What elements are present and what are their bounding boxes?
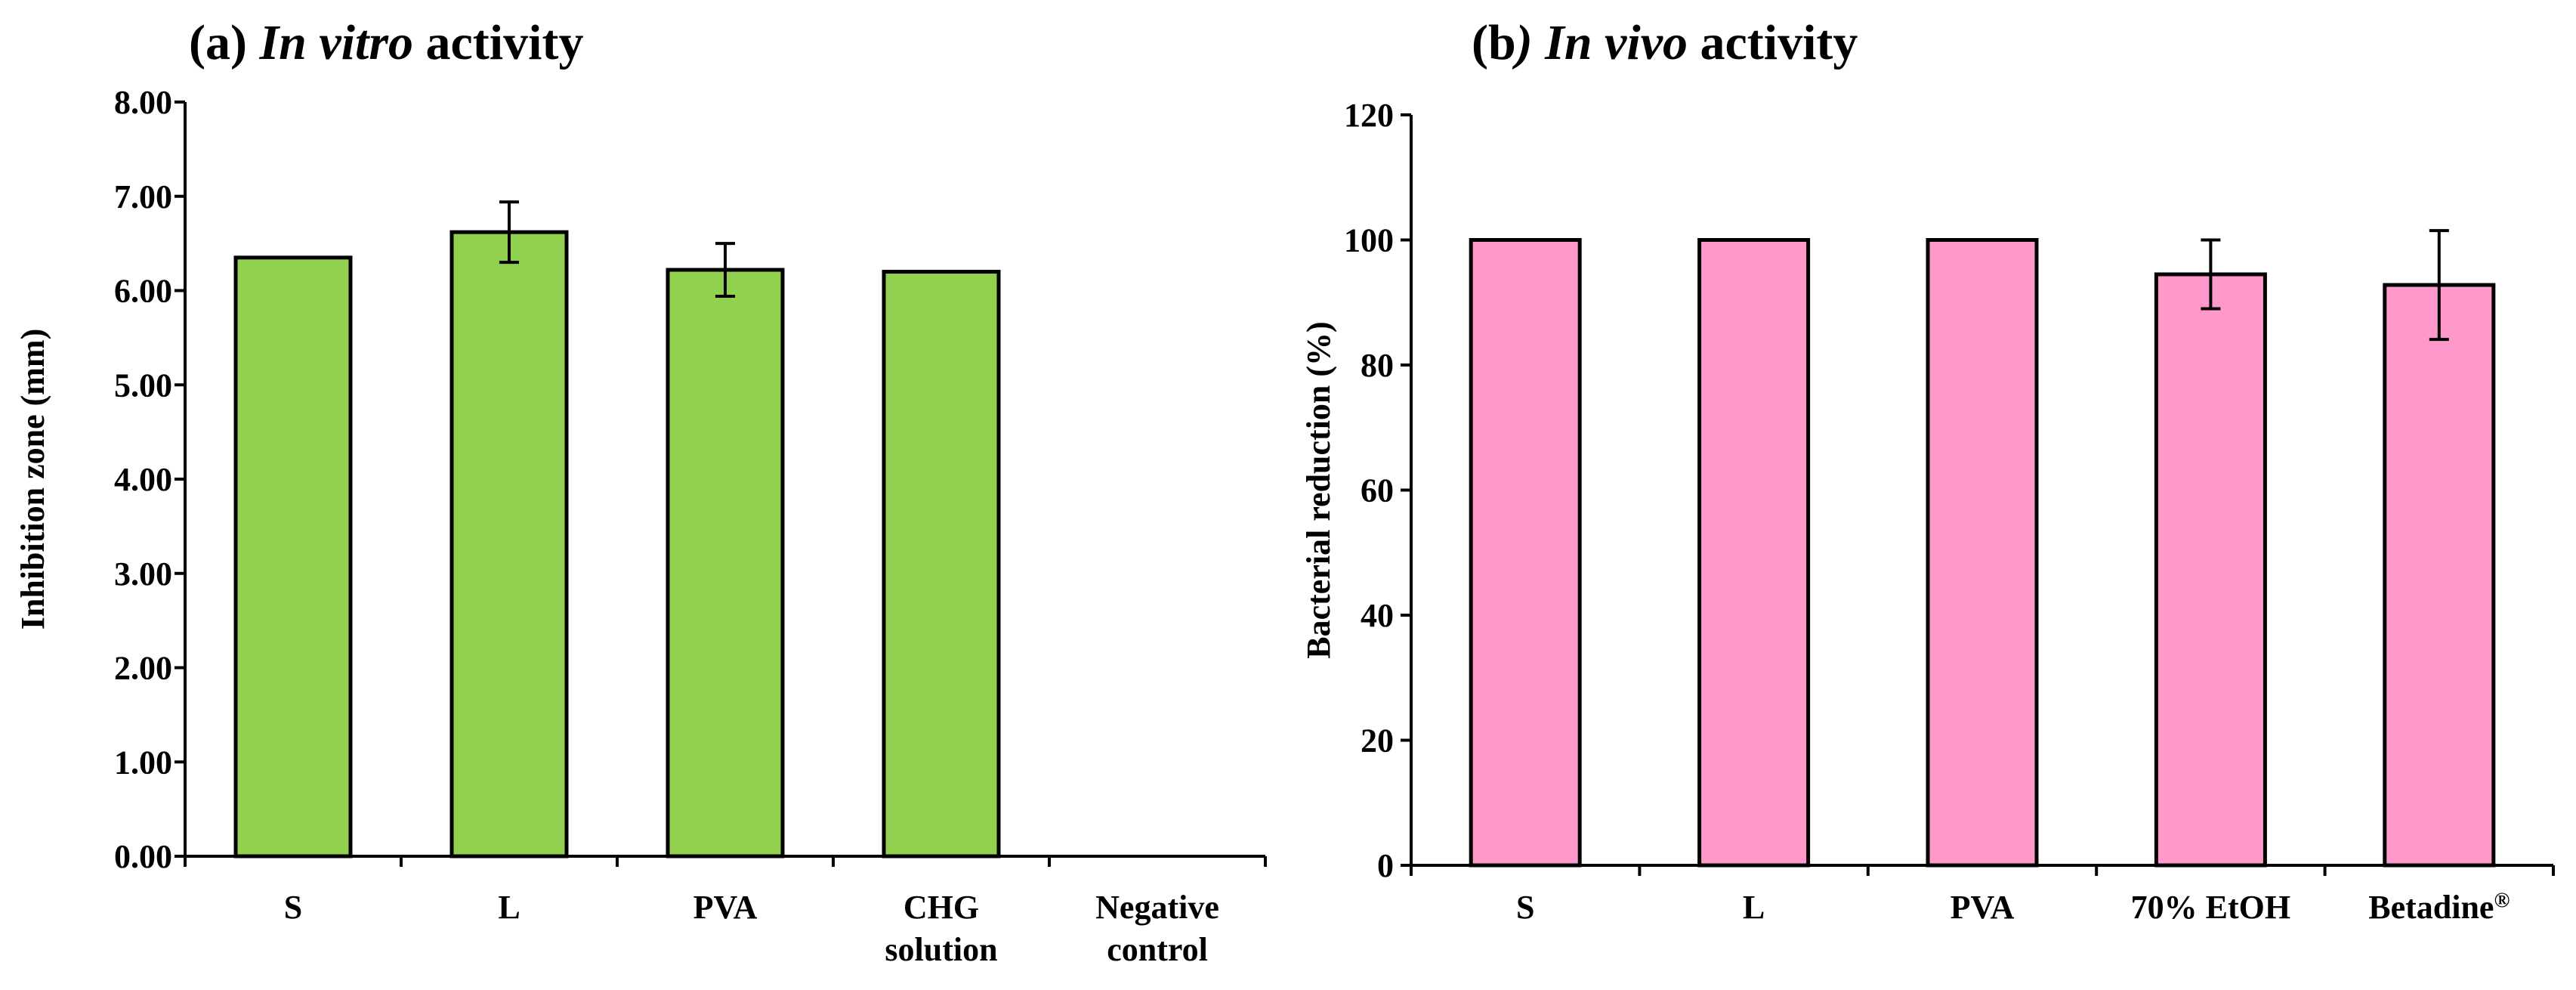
x-tick-label: CHG (903, 889, 979, 926)
y-tick-label: 1.00 (114, 744, 172, 781)
x-tick-label: L (1743, 889, 1765, 926)
x-tick-label-superscript: ® (2494, 889, 2510, 912)
y-tick-label: 60 (1361, 472, 1394, 509)
y-tick-label: 7.00 (114, 178, 172, 215)
y-axis-label: Bacterial reduction (%) (1300, 321, 1337, 658)
x-tick-label: L (498, 889, 520, 926)
x-tick-label: solution (885, 931, 997, 968)
y-tick-label: 2.00 (114, 650, 172, 687)
x-tick-label: S (284, 889, 302, 926)
x-tick-label: PVA (693, 889, 758, 926)
x-tick-label: 70% EtOH (2131, 889, 2290, 926)
y-tick-label: 4.00 (114, 461, 172, 498)
chart-title-suffix: activity (413, 15, 583, 70)
chart-title: (a) In vitro activity (189, 15, 583, 70)
bar (882, 270, 1001, 859)
chart-in-vivo: (b) In vivo activity Bacterial reduction … (1300, 15, 2555, 927)
bar (233, 255, 353, 859)
x-tick-label: control (1107, 931, 1208, 968)
bar (1469, 238, 1582, 868)
y-tick-label: 20 (1361, 722, 1394, 760)
y-tick-label: 8.00 (114, 84, 172, 121)
x-tick-label: S (1516, 889, 1534, 926)
chart-title: (b) In vivo activity (1472, 15, 1858, 70)
x-tick-label: Negative (1095, 889, 1219, 926)
chart-in-vitro: (a) In vitro activity Inhibition zone (mm… (14, 15, 1267, 968)
chart-title-prefix: (a) (189, 15, 259, 70)
bar (666, 268, 785, 859)
bar (2383, 283, 2496, 868)
bar (449, 230, 569, 859)
chart-title-italic: ) In vivo (1512, 15, 1688, 70)
chart-title-suffix: activity (1688, 15, 1858, 70)
y-tick-label: 0.00 (114, 838, 172, 875)
y-tick-label: 120 (1344, 97, 1394, 134)
bar (2154, 272, 2267, 868)
y-tick-label: 40 (1361, 597, 1394, 634)
y-tick-label: 0 (1377, 847, 1394, 884)
y-tick-label: 3.00 (114, 555, 172, 592)
y-tick-label: 5.00 (114, 367, 172, 404)
chart-title-italic: In vitro (258, 15, 413, 70)
bar (1926, 238, 2039, 868)
x-tick-label: PVA (1951, 889, 2015, 926)
y-axis-label: Inhibition zone (mm) (14, 329, 51, 630)
y-tick-label: 100 (1344, 222, 1394, 259)
y-tick-label: 6.00 (114, 273, 172, 310)
y-tick-label: 80 (1361, 347, 1394, 384)
chart-title-prefix: (b (1472, 15, 1516, 70)
bar (1697, 238, 1811, 868)
x-tick-label: Betadine® (2368, 889, 2510, 927)
